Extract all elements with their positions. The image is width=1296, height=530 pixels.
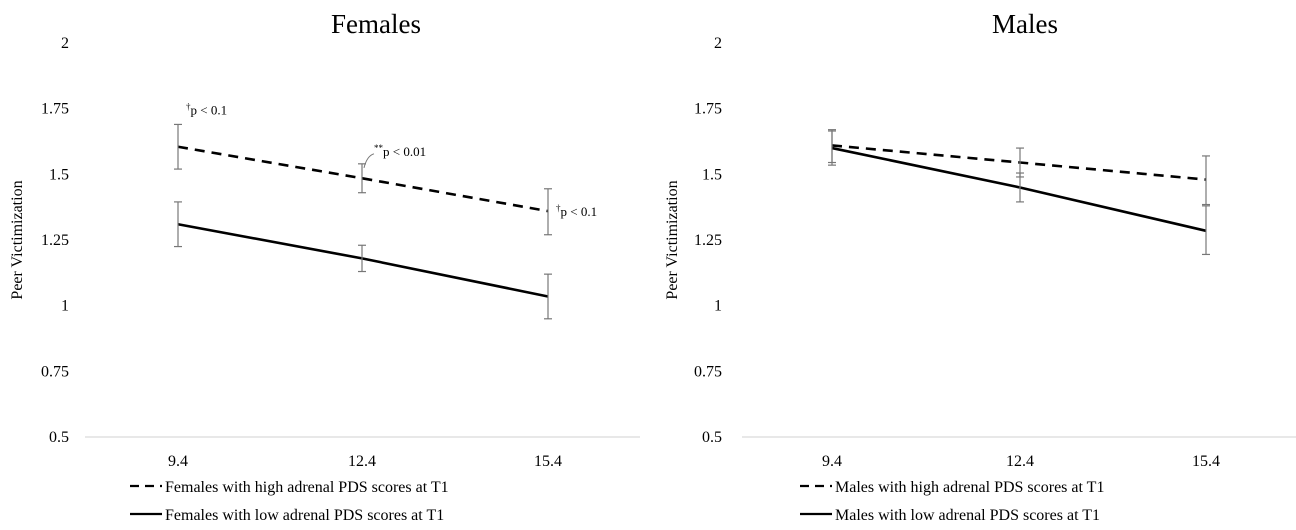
error-bar (174, 123, 182, 170)
error-bar (544, 188, 552, 236)
legend-label: Females with low adrenal PDS scores at T… (165, 507, 444, 524)
significance-mark: ** (374, 143, 384, 153)
y-tick-label: 0.5 (49, 429, 69, 446)
x-tick-label: 15.4 (1192, 453, 1220, 470)
x-tick-label: 9.4 (168, 453, 188, 470)
error-bar (358, 163, 366, 194)
annotation-bracket (363, 153, 375, 168)
error-bar (1202, 205, 1210, 256)
legend-label: Males with high adrenal PDS scores at T1 (835, 479, 1104, 496)
y-axis-label: Peer Victimization (664, 180, 681, 299)
y-tick-label: 0.5 (702, 429, 722, 446)
significance-mark: † (186, 101, 191, 111)
series-line-dashed (177, 145, 549, 213)
legend-label: Females with high adrenal PDS scores at … (165, 479, 449, 496)
error-bar (828, 130, 836, 166)
significance-text: p < 0.1 (191, 102, 228, 117)
chart-title: Females (331, 9, 421, 39)
x-tick-label: 12.4 (1006, 453, 1034, 470)
chart-panel-females: Females Peer Victimization 0.5 0.75 1 1.25 1.5… (9, 9, 640, 524)
error-bar (1202, 155, 1210, 206)
x-tick-label: 9.4 (822, 453, 842, 470)
y-tick-label: 1.5 (702, 166, 722, 183)
legend-label: Males with low adrenal PDS scores at T1 (835, 507, 1100, 524)
x-tick-label: 15.4 (534, 453, 562, 470)
y-tick-label: 1.75 (41, 101, 69, 118)
error-bar (1016, 172, 1024, 203)
y-tick-label: 1 (61, 298, 69, 315)
y-tick-label: 2 (714, 35, 722, 52)
significance-annotation: **p < 0.01 (374, 143, 426, 159)
error-bar (358, 244, 366, 273)
significance-annotation: †p < 0.1 (186, 101, 227, 117)
y-tick-label: 0.75 (694, 363, 722, 380)
y-tick-label: 0.75 (41, 363, 69, 380)
significance-text: p < 0.01 (383, 144, 426, 159)
chart-title: Males (992, 9, 1058, 39)
series-line-dashed (831, 144, 1207, 181)
y-tick-label: 1.5 (49, 166, 69, 183)
significance-mark: † (556, 203, 561, 213)
y-tick-label: 1 (714, 298, 722, 315)
x-tick-label: 12.4 (348, 453, 376, 470)
error-bar (174, 201, 182, 248)
y-tick-label: 1.75 (694, 101, 722, 118)
y-tick-label: 2 (61, 35, 69, 52)
chart-panel-males: Males Peer Victimization 0.5 0.75 1 1.25 1.5 1.… (664, 9, 1296, 524)
significance-text: p < 0.1 (561, 204, 598, 219)
significance-annotation: †p < 0.1 (556, 203, 597, 219)
y-axis-label: Peer Victimization (9, 180, 26, 299)
series-line-solid (831, 146, 1207, 233)
series-line-solid (177, 222, 549, 298)
error-bar (544, 273, 552, 320)
y-tick-label: 1.25 (41, 232, 69, 249)
y-tick-label: 1.25 (694, 232, 722, 249)
